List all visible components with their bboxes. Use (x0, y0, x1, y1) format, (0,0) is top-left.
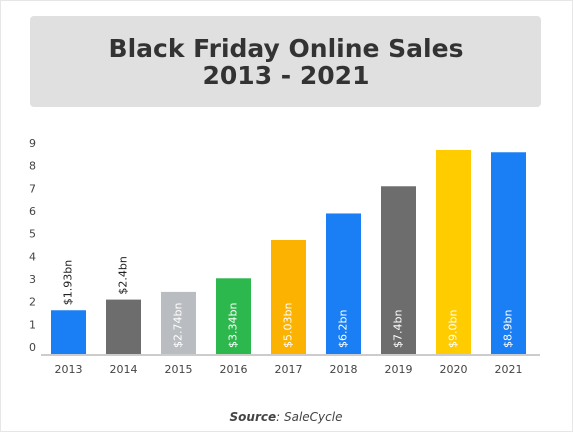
bar (381, 186, 416, 354)
bar (106, 299, 141, 354)
bar (436, 150, 471, 354)
title-box (30, 16, 541, 107)
x-tick-label: 2019 (385, 363, 413, 376)
bar (216, 278, 251, 354)
y-tick-label: 0 (29, 341, 36, 354)
value-label: $2.74bn (172, 303, 185, 348)
value-label: $5.03bn (282, 303, 295, 348)
y-tick-label: 8 (29, 160, 36, 173)
y-tick-label: 1 (29, 318, 36, 331)
bar (491, 152, 526, 354)
y-tick-label: 6 (29, 205, 36, 218)
bar (326, 213, 361, 354)
value-label: $8.9bn (502, 310, 515, 348)
y-tick-label: 2 (29, 296, 36, 309)
x-tick-label: 2014 (110, 363, 138, 376)
y-tick-label: 5 (29, 228, 36, 241)
x-tick-label: 2020 (440, 363, 468, 376)
bar (271, 239, 306, 354)
y-tick-label: 9 (29, 137, 36, 150)
x-tick-label: 2018 (330, 363, 358, 376)
value-label: $1.93bn (62, 260, 75, 305)
x-tick-label: 2015 (165, 363, 193, 376)
chart-subtitle: 2013 - 2021 (203, 61, 370, 90)
x-tick-label: 2013 (55, 363, 83, 376)
y-tick-label: 4 (29, 250, 36, 263)
value-label: $7.4bn (392, 310, 405, 348)
y-tick-label: 7 (29, 182, 36, 195)
source: Source: SaleCycle (230, 410, 343, 424)
value-label: $6.2bn (337, 310, 350, 348)
y-tick-label: 3 (29, 273, 36, 286)
source-text: : SaleCycle (276, 410, 342, 424)
value-label: $3.34bn (227, 303, 240, 348)
value-label: $2.4bn (117, 256, 130, 294)
source-label: Source (230, 410, 277, 424)
x-tick-label: 2021 (495, 363, 523, 376)
bar (161, 291, 196, 354)
x-tick-label: 2016 (220, 363, 248, 376)
chart-title: Black Friday Online Sales (109, 34, 464, 63)
value-label: $9.0bn (447, 310, 460, 348)
x-tick-label: 2017 (275, 363, 303, 376)
bar (51, 310, 86, 354)
